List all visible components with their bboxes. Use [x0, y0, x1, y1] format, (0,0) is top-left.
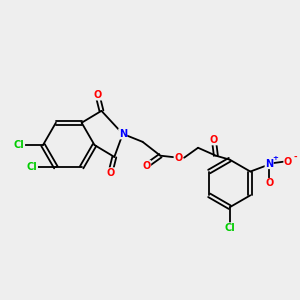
Text: +: +	[272, 155, 278, 161]
Text: -: -	[293, 153, 297, 162]
Text: Cl: Cl	[224, 223, 235, 233]
Text: O: O	[174, 153, 182, 163]
Text: O: O	[106, 168, 115, 178]
Text: O: O	[210, 135, 218, 145]
Text: Cl: Cl	[14, 140, 25, 150]
Text: Cl: Cl	[27, 162, 38, 172]
Text: O: O	[142, 160, 151, 171]
Text: O: O	[93, 90, 102, 100]
Text: O: O	[265, 178, 273, 188]
Text: N: N	[265, 159, 273, 169]
Text: O: O	[284, 157, 292, 166]
Text: N: N	[119, 129, 127, 139]
